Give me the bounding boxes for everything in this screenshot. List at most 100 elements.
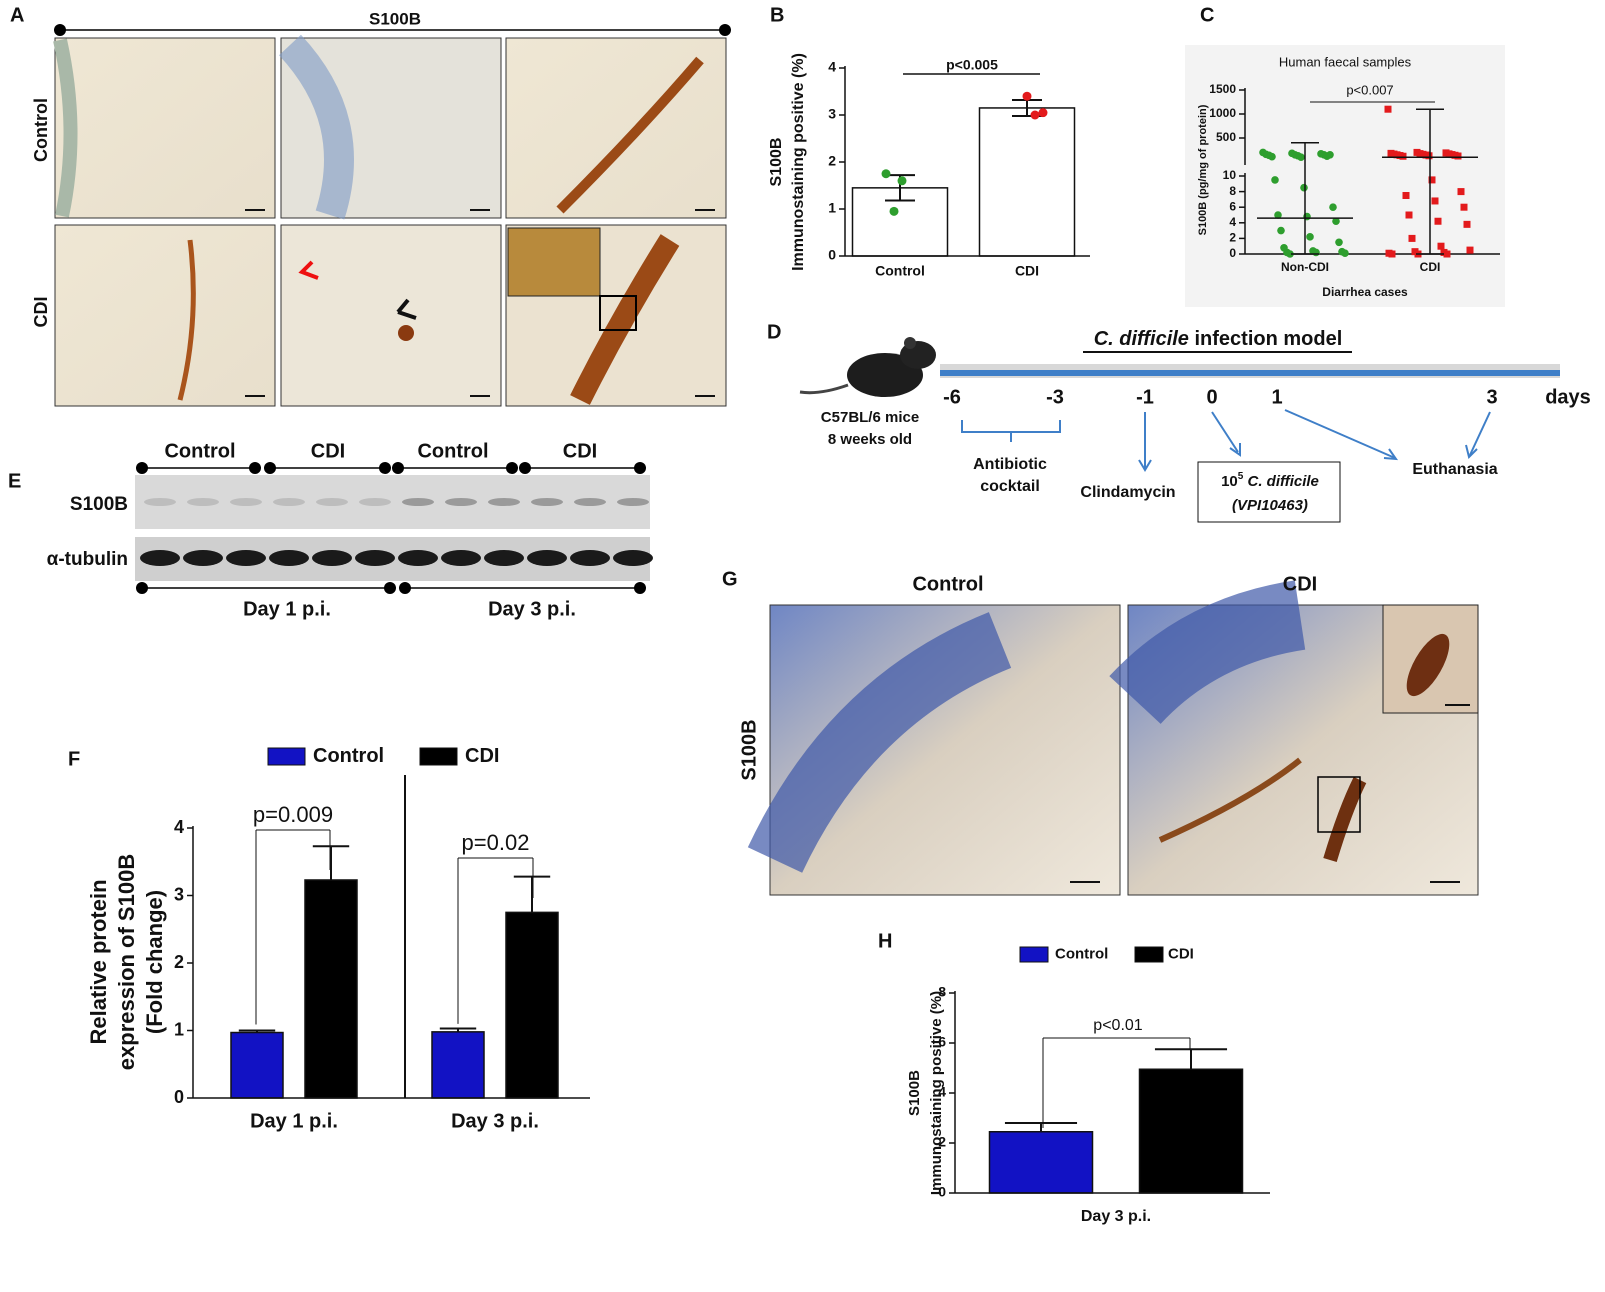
row-label: S100B — [70, 494, 128, 515]
blot-band — [359, 498, 391, 506]
blot-band — [613, 550, 653, 566]
mouse-label: C57BL/6 mice — [821, 409, 919, 426]
data-point — [889, 206, 899, 216]
data-point — [1297, 153, 1305, 161]
arrows — [961, 409, 1491, 472]
panel-background — [1185, 45, 1505, 307]
blot-band — [574, 498, 606, 506]
micrographs-g — [747, 580, 1479, 896]
inoculum-box — [1197, 461, 1341, 523]
y-tick-label: 0 — [1229, 246, 1236, 260]
blot-band — [183, 550, 223, 566]
blot-band — [312, 550, 352, 566]
group-label: Control — [417, 440, 488, 462]
data-point — [1425, 152, 1433, 160]
legend-label: Control — [313, 745, 384, 767]
y-axis-label: S100B — [906, 1070, 923, 1116]
x-tick-label: Day 3 p.i. — [451, 1110, 539, 1132]
title-italic: C. difficile — [1094, 328, 1189, 350]
blot-band — [273, 498, 305, 506]
legend-swatch — [267, 747, 306, 766]
timeline-day: 0 — [1206, 386, 1217, 408]
panel-letter: G — [722, 568, 738, 590]
annotation: p<0.01 — [1093, 1017, 1142, 1034]
step-label: cocktail — [980, 478, 1040, 495]
blot-band — [355, 550, 395, 566]
blot-band — [316, 498, 348, 506]
data-point — [1454, 152, 1462, 160]
step-label: (VPI10463) — [1232, 497, 1308, 514]
x-tick-label: Non-CDI — [1281, 260, 1329, 274]
data-point — [1277, 226, 1285, 235]
y-tick-label: 6 — [1229, 199, 1236, 213]
data-point — [1286, 250, 1294, 258]
timeline-bar — [940, 370, 1560, 376]
day-label: Day 1 p.i. — [243, 598, 331, 620]
data-point — [1428, 176, 1436, 184]
blot-band — [445, 498, 477, 506]
x-tick-label: CDI — [1420, 260, 1441, 274]
data-point — [1312, 248, 1320, 257]
diagram-title: C. difficile infection model — [1094, 328, 1343, 350]
blot-band — [269, 550, 309, 566]
y-tick-label: 1 — [828, 200, 836, 216]
y-tick-label: 4 — [938, 1084, 946, 1100]
western-blot — [135, 475, 650, 581]
data-point — [1443, 250, 1451, 258]
data-point — [1271, 176, 1279, 184]
panel-letter: H — [878, 930, 892, 952]
data-point — [1460, 203, 1468, 211]
y-tick-label: 0 — [828, 247, 836, 263]
row-label: Control — [31, 98, 51, 162]
blot-band — [398, 550, 438, 566]
mouse-label: 8 weeks old — [828, 431, 912, 448]
chart-title: Human faecal samples — [1279, 54, 1412, 69]
group-lines — [142, 467, 640, 589]
bar — [431, 1031, 485, 1099]
panel-letter: C — [1200, 4, 1214, 26]
y-tick-label: 3 — [828, 106, 836, 122]
step-label: Euthanasia — [1412, 461, 1497, 478]
data-point — [1038, 108, 1048, 118]
data-point — [1022, 91, 1032, 101]
blot-band — [140, 550, 180, 566]
bar — [304, 879, 358, 1099]
panel-letter: D — [767, 321, 781, 343]
y-tick-label: 6 — [938, 1034, 946, 1050]
y-tick-label: 1000 — [1209, 106, 1236, 120]
timeline-day: 3 — [1486, 386, 1497, 408]
y-axis-label: Immunostaining positive (%) — [790, 53, 807, 271]
legend-swatch — [1019, 946, 1049, 963]
column-label: CDI — [1283, 573, 1317, 595]
data-point — [1274, 211, 1282, 219]
y-tick-label: 4 — [174, 817, 184, 837]
blot-band — [187, 498, 219, 506]
day-label: Day 3 p.i. — [488, 598, 576, 620]
data-point — [1463, 220, 1471, 228]
data-point — [1402, 192, 1410, 199]
panel-letter: F — [68, 748, 80, 770]
y-tick-label: 1 — [174, 1019, 184, 1039]
annotation: p<0.005 — [946, 57, 998, 73]
axis-break — [1241, 165, 1249, 173]
data-point — [1326, 151, 1334, 159]
column-label: Control — [912, 573, 983, 595]
y-tick-label: 2 — [938, 1134, 946, 1150]
blot-band — [402, 498, 434, 506]
bar — [1138, 1068, 1244, 1194]
step-label: Antibiotic — [973, 456, 1047, 473]
blot-band — [144, 498, 176, 506]
data-point — [1384, 105, 1392, 113]
panel-letter: E — [8, 470, 21, 492]
data-point — [1329, 203, 1337, 211]
blot-band — [531, 498, 563, 506]
y-tick-label: 2 — [1229, 231, 1236, 245]
bar — [988, 1131, 1094, 1194]
y-tick-label: 3 — [174, 884, 184, 904]
data-point — [1457, 188, 1465, 196]
panel-letter: B — [770, 4, 784, 26]
annotation: p=0.009 — [253, 802, 333, 827]
data-point — [1405, 211, 1413, 219]
x-tick-label: Day 3 p.i. — [1081, 1208, 1151, 1225]
